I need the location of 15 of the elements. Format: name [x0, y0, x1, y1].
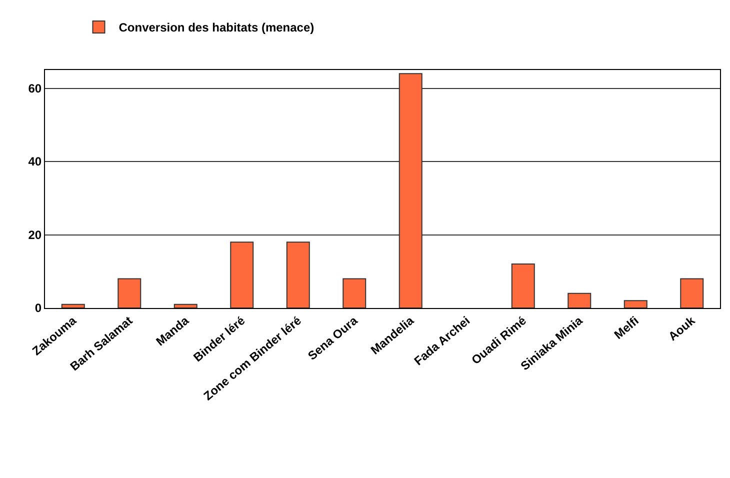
bar — [680, 278, 704, 308]
bar — [568, 292, 592, 308]
legend-label: Conversion des habitats (menace) — [118, 20, 314, 35]
y-tick-label: 40 — [28, 154, 42, 169]
bar — [118, 278, 142, 308]
bar — [286, 242, 310, 308]
bar — [174, 304, 198, 308]
y-tick-label: 0 — [34, 301, 42, 316]
bar — [511, 264, 535, 308]
bar — [230, 242, 254, 308]
bar — [342, 278, 366, 308]
y-tick-label: 60 — [28, 82, 42, 96]
y-tick-label: 20 — [28, 228, 42, 242]
bar — [624, 300, 648, 308]
bar — [61, 304, 85, 308]
